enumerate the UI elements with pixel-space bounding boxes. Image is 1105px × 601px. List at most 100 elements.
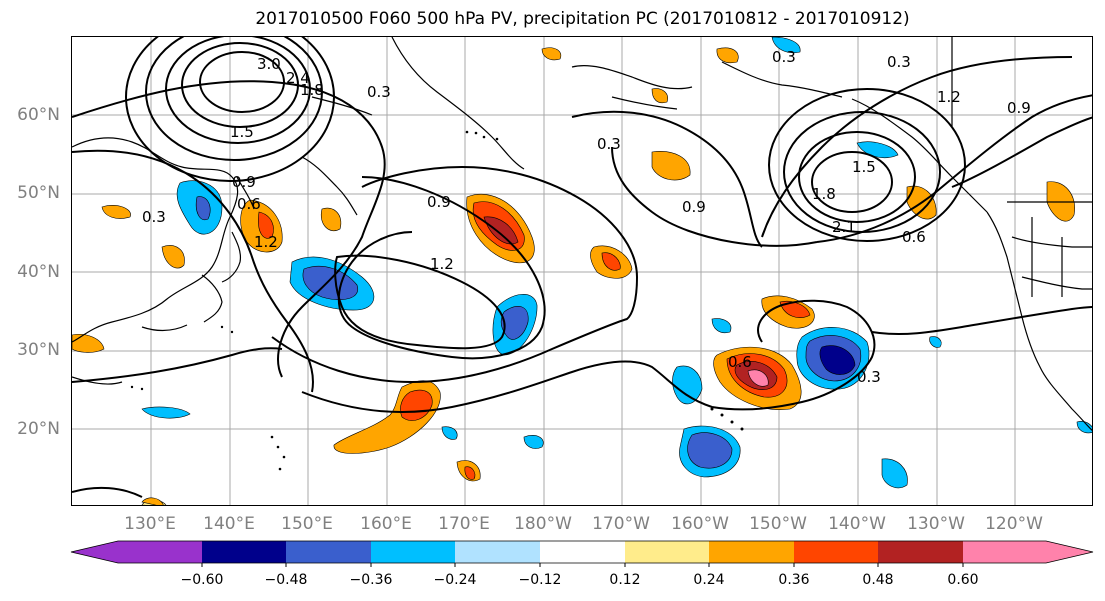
colorbar-tick-label: 0.48 <box>862 572 894 588</box>
contour-label: 1.2 <box>430 255 454 273</box>
lon-label: 150°W <box>749 514 807 534</box>
colorbar-segment <box>963 541 1093 563</box>
contour-label: 0.3 <box>857 368 881 386</box>
precip-blob <box>672 365 703 405</box>
colorbar-tick-label: −0.60 <box>180 572 224 588</box>
coastlines <box>72 37 1092 432</box>
lat-label: 50°N <box>17 183 60 203</box>
precip-blob <box>500 305 529 340</box>
contour-label: 0.9 <box>1007 99 1031 117</box>
precip-blob <box>320 207 342 231</box>
colorbar-tick-label: 0.60 <box>947 572 979 588</box>
precip-blob <box>72 334 105 353</box>
lon-label: 150°E <box>281 514 333 534</box>
contour-label: 1.8 <box>300 81 324 99</box>
contour-label: 0.3 <box>142 208 166 226</box>
precip-blob <box>161 245 185 269</box>
lat-label: 40°N <box>17 262 60 282</box>
colorbar-segment <box>709 541 794 563</box>
precip-blob <box>523 435 544 449</box>
colorbar-segments <box>70 540 1094 564</box>
precip-blob <box>101 205 131 219</box>
lat-label: 60°N <box>17 105 60 125</box>
colorbar-tick-label: 0.24 <box>693 572 725 588</box>
precip-shading <box>72 37 1092 505</box>
lon-label: 130°E <box>124 514 176 534</box>
contour-label: 1.8 <box>812 185 836 203</box>
contour-label: 3.0 <box>257 55 281 73</box>
colorbar-segment <box>540 541 625 563</box>
colorbar-segment <box>794 541 878 563</box>
contour-label: 0.9 <box>232 173 256 191</box>
map-canvas: 3.0 2.4 1.8 1.5 0.9 0.6 0.3 1.2 0.3 0.9 … <box>72 37 1092 505</box>
colorbar-tick-label: 0.12 <box>609 572 641 588</box>
precip-blob <box>819 345 856 375</box>
map-title: 2017010500 F060 500 hPa PV, precipitatio… <box>255 9 910 29</box>
contour-label: 1.2 <box>254 233 278 251</box>
contour-label: 0.6 <box>237 195 261 213</box>
colorbar-tick-label: −0.12 <box>518 572 562 588</box>
pv-contours <box>72 37 1092 498</box>
lat-label: 30°N <box>17 340 60 360</box>
precip-blob <box>651 151 691 181</box>
lon-label: 140°E <box>203 514 255 534</box>
precip-blob <box>464 466 476 480</box>
colorbar-segment <box>625 541 709 563</box>
colorbar-tick-label: 0.36 <box>778 572 810 588</box>
lon-label: 180°W <box>514 514 572 534</box>
precip-blob <box>716 47 739 64</box>
contour-label: 0.3 <box>772 48 796 66</box>
precip-blob <box>779 300 811 318</box>
contour-label: 1.5 <box>230 123 254 141</box>
contour-label: 0.3 <box>367 83 391 101</box>
contour-label: 0.3 <box>887 53 911 71</box>
islands <box>130 130 744 471</box>
precip-blob <box>771 37 801 54</box>
precip-blob <box>711 318 732 334</box>
precip-blob <box>601 252 621 271</box>
contour-labels: 3.0 2.4 1.8 1.5 0.9 0.6 0.3 1.2 0.3 0.9 … <box>142 48 1031 386</box>
contour-label: 0.9 <box>427 193 451 211</box>
colorbar-segment <box>371 541 455 563</box>
lon-label: 170°W <box>592 514 650 534</box>
lon-label: 160°W <box>671 514 729 534</box>
lon-label: 120°W <box>985 514 1043 534</box>
lon-label: 160°E <box>360 514 412 534</box>
contour-label: 0.6 <box>902 228 926 246</box>
colorbar-segment <box>286 541 371 563</box>
lon-label: 170°E <box>438 514 490 534</box>
precip-blob <box>929 336 942 348</box>
contour-label: 0.6 <box>728 353 752 371</box>
precip-blob <box>141 497 164 505</box>
precip-blob <box>747 369 769 387</box>
colorbar-ticks <box>201 563 964 567</box>
precip-blob <box>195 196 211 221</box>
colorbar-segment <box>878 541 963 563</box>
precip-blob <box>441 426 458 440</box>
precip-blob <box>651 88 668 104</box>
contour-label: 0.3 <box>597 135 621 153</box>
colorbar-outline <box>70 540 1094 564</box>
contour-label: 2.1 <box>832 218 856 236</box>
contour-label: 2.4 <box>286 69 310 87</box>
contour-label: 0.9 <box>682 198 706 216</box>
precip-blob <box>687 432 733 469</box>
colorbar-segment <box>71 541 202 563</box>
lon-label: 130°W <box>907 514 965 534</box>
map-panel: 3.0 2.4 1.8 1.5 0.9 0.6 0.3 1.2 0.3 0.9 … <box>71 36 1093 506</box>
precip-blob <box>141 406 191 419</box>
precip-blob <box>541 47 562 61</box>
precip-blob <box>856 141 899 158</box>
colorbar-tick-label: −0.36 <box>349 572 393 588</box>
contour-label: 1.2 <box>937 88 961 106</box>
precip-blob <box>483 216 519 245</box>
precip-blob <box>1046 181 1075 222</box>
lat-label: 20°N <box>17 419 60 439</box>
colorbar-segment <box>202 541 286 563</box>
colorbar-segment <box>455 541 540 563</box>
colorbar-tick-label: −0.48 <box>264 572 308 588</box>
contour-label: 1.5 <box>852 158 876 176</box>
precip-blob <box>881 458 908 489</box>
precip-blob <box>258 211 274 239</box>
